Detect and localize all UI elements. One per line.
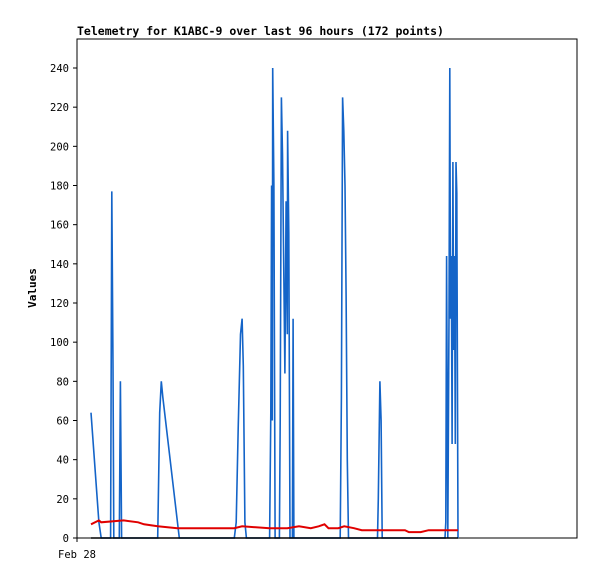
x-tick-label: Feb 28 [58,549,96,561]
y-tick-label: 200 [50,141,69,153]
y-axis-label: Values [26,268,39,308]
y-tick-label: 100 [50,337,69,349]
plot-area [76,38,578,539]
y-tick-label: 60 [56,416,69,428]
y-tick-label: 240 [50,63,69,75]
y-axis: 0 20 40 60 80 100 120 140 160 180 200 220 240 [50,63,77,545]
y-tick-label: 80 [56,376,69,388]
y-tick-label: 160 [50,220,69,232]
y-tick-label: 40 [56,455,69,467]
y-tick-label: 180 [50,181,69,193]
y-tick-label: 140 [50,259,69,271]
chart-title: Telemetry for K1ABC-9 over last 96 hours… [77,24,444,38]
y-tick-label: 0 [63,533,69,545]
series-layer [90,67,459,539]
x-axis: Feb 28 [58,538,96,561]
y-tick-label: 20 [56,494,69,506]
y-tick-label: 220 [50,102,69,114]
red-series-line [90,519,458,534]
y-tick-label: 120 [50,298,69,310]
